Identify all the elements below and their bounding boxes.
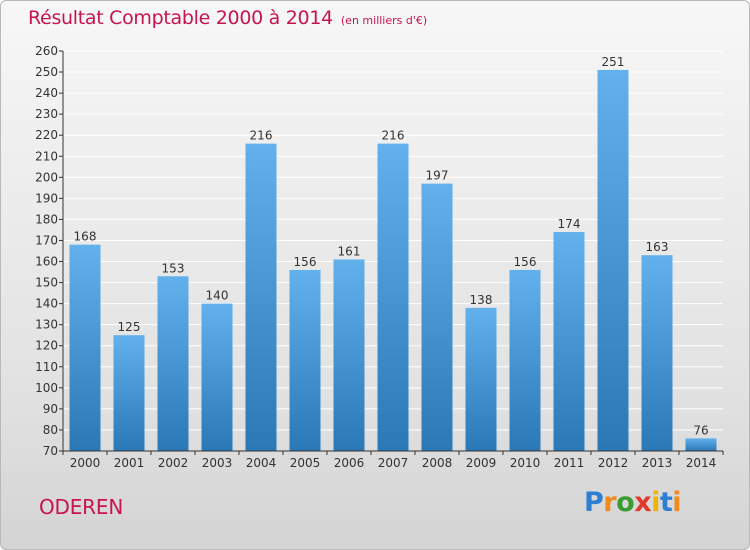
y-tick-label: 80 — [43, 423, 58, 437]
data-label-2013: 163 — [646, 240, 669, 254]
y-tick-label: 120 — [35, 339, 58, 353]
bar-2007 — [377, 143, 409, 451]
proxiti-logo: Proxiti — [584, 487, 682, 518]
x-tick-label-2012: 2012 — [598, 456, 629, 470]
y-tick-label: 240 — [35, 86, 58, 100]
x-tick-label-2006: 2006 — [334, 456, 365, 470]
data-label-2006: 161 — [338, 244, 361, 258]
x-tick-label-2008: 2008 — [422, 456, 453, 470]
logo-letter: t — [659, 487, 673, 518]
x-tick-label-2003: 2003 — [202, 456, 233, 470]
axes — [59, 50, 724, 455]
bar-2002 — [157, 276, 189, 451]
y-tick-label: 190 — [35, 191, 58, 205]
bars — [69, 69, 717, 452]
x-tick-label-2001: 2001 — [114, 456, 145, 470]
y-tick-label: 250 — [35, 65, 58, 79]
data-label-2005: 156 — [294, 255, 317, 269]
logo-letter: x — [634, 487, 652, 518]
x-tick-label-2009: 2009 — [466, 456, 497, 470]
bar-2000 — [69, 244, 101, 451]
bar-2004 — [245, 143, 277, 451]
data-label-2012: 251 — [602, 55, 625, 69]
chart-subtitle: (en milliers d'€) — [340, 14, 428, 27]
x-tick-label-2007: 2007 — [378, 456, 409, 470]
y-tick-label: 130 — [35, 318, 58, 332]
y-tick-label: 220 — [35, 128, 58, 142]
logo-letter: r — [603, 487, 617, 518]
x-tick-label-2000: 2000 — [70, 456, 101, 470]
y-tick-label: 100 — [35, 381, 58, 395]
data-label-2007: 216 — [382, 129, 405, 143]
data-label-2009: 138 — [470, 293, 493, 307]
y-tick-label: 110 — [35, 360, 58, 374]
labels: 7080901001101201301401501601701801902002… — [35, 44, 716, 470]
data-label-2001: 125 — [118, 320, 141, 334]
logo-letter: P — [584, 487, 604, 518]
data-label-2011: 174 — [558, 217, 581, 231]
data-label-2002: 153 — [162, 261, 185, 275]
bar-2012 — [597, 69, 629, 452]
y-tick-label: 160 — [35, 255, 58, 269]
chart-title: Résultat Comptable 2000 à 2014 — [28, 7, 333, 29]
data-label-2014: 76 — [693, 423, 708, 437]
x-tick-label-2002: 2002 — [158, 456, 189, 470]
logo-letter: o — [616, 487, 635, 518]
y-tick-label: 150 — [35, 276, 58, 290]
bar-2014 — [685, 438, 717, 451]
bar-2011 — [553, 232, 585, 451]
bar-2006 — [333, 259, 365, 451]
bar-2013 — [641, 255, 673, 451]
bar-2009 — [465, 307, 497, 451]
y-tick-label: 230 — [35, 107, 58, 121]
title-row: Résultat Comptable 2000 à 2014 (en millie… — [28, 7, 427, 29]
bar-2005 — [289, 269, 321, 451]
y-tick-label: 70 — [43, 444, 58, 458]
x-tick-label-2013: 2013 — [642, 456, 673, 470]
x-tick-label-2005: 2005 — [290, 456, 321, 470]
bar-2010 — [509, 269, 541, 451]
x-tick-label-2011: 2011 — [554, 456, 585, 470]
x-tick-label-2004: 2004 — [246, 456, 277, 470]
y-tick-label: 210 — [35, 149, 58, 163]
data-label-2000: 168 — [74, 230, 97, 244]
bar-2001 — [113, 335, 145, 451]
data-label-2003: 140 — [206, 289, 229, 303]
y-tick-label: 140 — [35, 297, 58, 311]
bar-2008 — [421, 183, 453, 451]
y-tick-label: 90 — [43, 402, 58, 416]
x-tick-label-2014: 2014 — [686, 456, 717, 470]
x-tick-label-2010: 2010 — [510, 456, 541, 470]
data-label-2010: 156 — [514, 255, 537, 269]
y-tick-label: 260 — [35, 44, 58, 58]
data-label-2004: 216 — [250, 129, 273, 143]
logo-letter: i — [672, 487, 682, 518]
logo-letter: i — [651, 487, 660, 518]
data-label-2008: 197 — [426, 169, 449, 183]
town-name: ODEREN — [39, 495, 124, 519]
y-tick-label: 170 — [35, 233, 58, 247]
y-tick-label: 180 — [35, 212, 58, 226]
bar-2003 — [201, 303, 233, 451]
y-tick-label: 200 — [35, 170, 58, 184]
